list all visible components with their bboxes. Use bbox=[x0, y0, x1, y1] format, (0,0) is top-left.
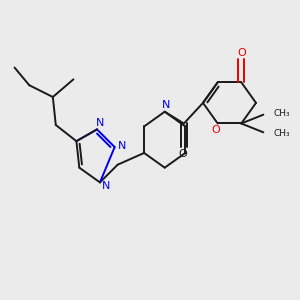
Text: CH₃: CH₃ bbox=[274, 129, 290, 138]
Text: O: O bbox=[178, 148, 187, 158]
Text: O: O bbox=[211, 125, 220, 135]
Text: N: N bbox=[96, 118, 104, 128]
Text: CH₃: CH₃ bbox=[274, 109, 290, 118]
Text: N: N bbox=[162, 100, 170, 110]
Text: N: N bbox=[102, 181, 110, 191]
Text: N: N bbox=[118, 141, 126, 151]
Text: O: O bbox=[237, 48, 246, 58]
